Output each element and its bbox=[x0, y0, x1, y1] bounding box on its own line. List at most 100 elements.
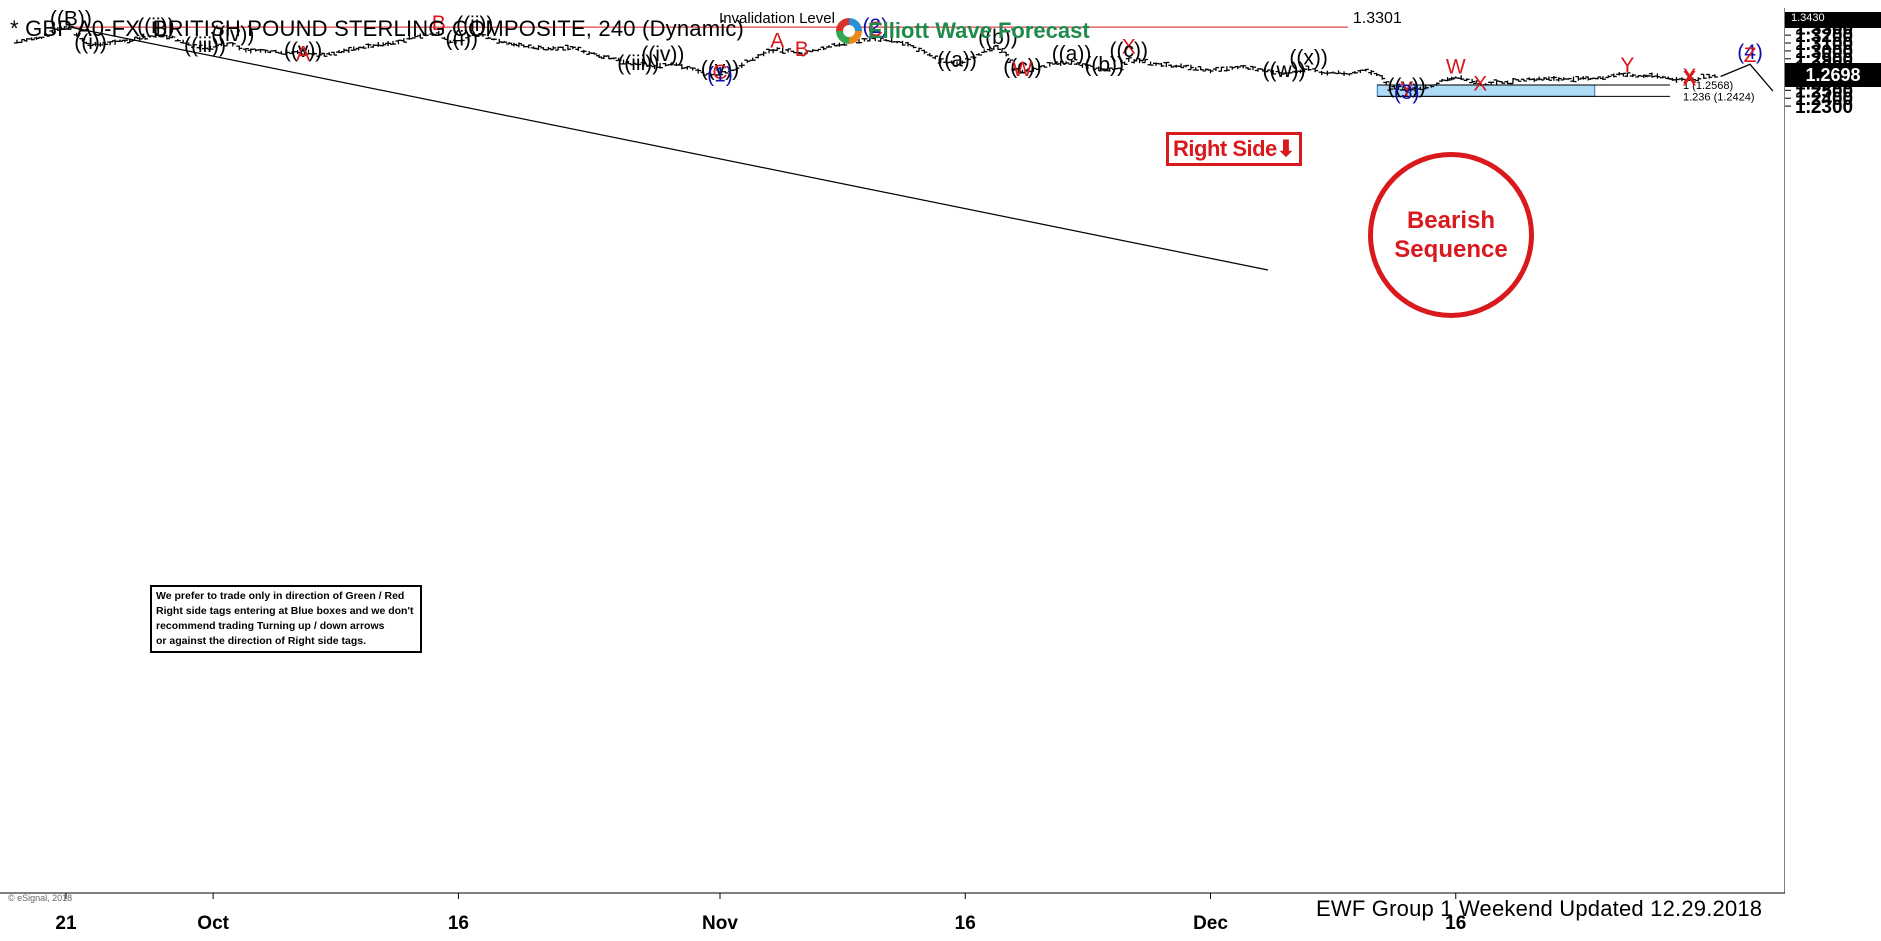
ohlc-bar bbox=[1689, 77, 1696, 81]
wave-label: ((y)) bbox=[1387, 75, 1425, 98]
x-tick-label: Dec bbox=[1193, 913, 1228, 934]
ohlc-bar bbox=[1192, 67, 1199, 71]
ohlc-bar bbox=[1046, 62, 1053, 67]
ohlc-bar bbox=[575, 46, 582, 51]
wave-label: A bbox=[770, 29, 784, 52]
ohlc-bar bbox=[948, 60, 955, 64]
ohlc-bar bbox=[1178, 63, 1185, 69]
ohlc-bar bbox=[33, 36, 40, 40]
ohlc-bar bbox=[510, 42, 517, 47]
ohlc-bar bbox=[485, 36, 492, 40]
ohlc-bar bbox=[1700, 73, 1707, 79]
ohlc-bar bbox=[964, 58, 971, 61]
ohlc-bar bbox=[1684, 78, 1691, 82]
ohlc-bar bbox=[738, 62, 745, 68]
ohlc-bar bbox=[515, 42, 522, 48]
ohlc-bar bbox=[635, 63, 642, 67]
x-tick-label: 16 bbox=[955, 913, 976, 934]
ohlc-bar bbox=[657, 62, 664, 69]
ohlc-bar bbox=[236, 45, 243, 51]
ohlc-bar bbox=[695, 68, 702, 74]
ohlc-bar bbox=[779, 47, 786, 54]
bearish-sequence-badge: Bearish Sequence bbox=[1368, 152, 1534, 318]
ohlc-bar bbox=[97, 42, 104, 47]
ohlc-bar bbox=[1550, 75, 1557, 81]
ohlc-bar bbox=[1644, 74, 1651, 78]
ohlc-bar bbox=[1403, 88, 1410, 94]
ohlc-bar bbox=[441, 36, 448, 40]
ohlc-bar bbox=[794, 51, 801, 56]
ohlc-bar bbox=[630, 61, 637, 66]
ohlc-bar bbox=[406, 35, 413, 40]
ohlc-bar bbox=[1428, 84, 1435, 88]
wave-label: (1) bbox=[707, 64, 733, 87]
ohlc-bar bbox=[1250, 65, 1257, 71]
x-tick-label: Oct bbox=[197, 913, 229, 934]
ohlc-bar bbox=[1594, 76, 1601, 80]
ohlc-bar bbox=[1379, 75, 1386, 80]
ohlc-bar bbox=[1351, 71, 1358, 74]
y-tick-label: 1.3200 bbox=[1795, 26, 1853, 47]
ohlc-bar bbox=[1259, 68, 1266, 72]
ohlc-bar bbox=[1368, 70, 1375, 76]
wave-label: X bbox=[1473, 72, 1487, 95]
ohlc-bar bbox=[760, 51, 767, 57]
ohlc-bar bbox=[1640, 74, 1647, 79]
ohlc-bar bbox=[861, 38, 868, 42]
ohlc-bars bbox=[13, 26, 1718, 94]
wave-label: B bbox=[795, 38, 809, 61]
x-tick-label: 16 bbox=[1445, 913, 1466, 934]
ohlc-bar bbox=[506, 41, 513, 45]
ohlc-bar bbox=[321, 52, 328, 57]
invalidation-value: 1.3301 bbox=[1353, 10, 1402, 27]
fib-level-label: 1 (1.2568) bbox=[1683, 80, 1733, 92]
ohlc-bar bbox=[717, 73, 723, 76]
ohlc-bar bbox=[417, 33, 424, 39]
ohlc-bar bbox=[815, 48, 822, 52]
wave-label: X bbox=[1683, 68, 1697, 91]
ohlc-bar bbox=[435, 30, 442, 36]
ohlc-bar bbox=[1659, 75, 1666, 79]
ohlc-bar bbox=[1654, 73, 1661, 79]
ohlc-bar bbox=[866, 36, 873, 42]
ohlc-bar bbox=[169, 35, 176, 39]
ohlc-bar bbox=[1057, 60, 1064, 66]
ohlc-bar bbox=[49, 29, 56, 34]
ohlc-bar bbox=[580, 49, 587, 54]
ohlc-bar bbox=[38, 36, 45, 40]
wave-label: X bbox=[1683, 65, 1697, 88]
ohlc-bar bbox=[116, 39, 123, 43]
ohlc-bar bbox=[975, 53, 982, 56]
brand: Elliott Wave Forecast bbox=[836, 18, 1090, 44]
ohlc-bar bbox=[196, 44, 203, 50]
ohlc-bar bbox=[1106, 67, 1113, 72]
ohlc-bar bbox=[798, 52, 805, 57]
ohlc-bar bbox=[429, 32, 436, 36]
ohlc-bar bbox=[1090, 65, 1097, 70]
ohlc-bar bbox=[18, 38, 25, 44]
ohlc-bar bbox=[218, 42, 225, 47]
ohlc-bar bbox=[1610, 73, 1617, 78]
ohlc-bar bbox=[422, 33, 429, 37]
ohlc-bar bbox=[535, 45, 542, 50]
ohlc-bar bbox=[820, 46, 827, 51]
ohlc-bar bbox=[1383, 81, 1390, 86]
ohlc-bar bbox=[83, 41, 90, 45]
wave-label: ((ii)) bbox=[137, 15, 174, 38]
wave-label: (2) bbox=[862, 15, 888, 38]
wave-label: B bbox=[432, 12, 446, 35]
ohlc-bar bbox=[1417, 86, 1424, 91]
ohlc-bar bbox=[970, 56, 977, 60]
ohlc-bar bbox=[1575, 75, 1582, 81]
ohlc-bar bbox=[986, 47, 993, 52]
wave-label: Z bbox=[1744, 44, 1757, 67]
ohlc-bar bbox=[360, 45, 367, 49]
ohlc-bar bbox=[667, 62, 674, 66]
ohlc-bar bbox=[1585, 76, 1592, 81]
wave-label: ((c)) bbox=[1110, 39, 1148, 62]
ohlc-bar bbox=[1030, 66, 1037, 72]
ohlc-bar bbox=[1407, 87, 1414, 92]
ohlc-bar bbox=[479, 33, 486, 37]
ohlc-bar bbox=[201, 45, 208, 50]
ohlc-bar bbox=[1264, 69, 1271, 73]
